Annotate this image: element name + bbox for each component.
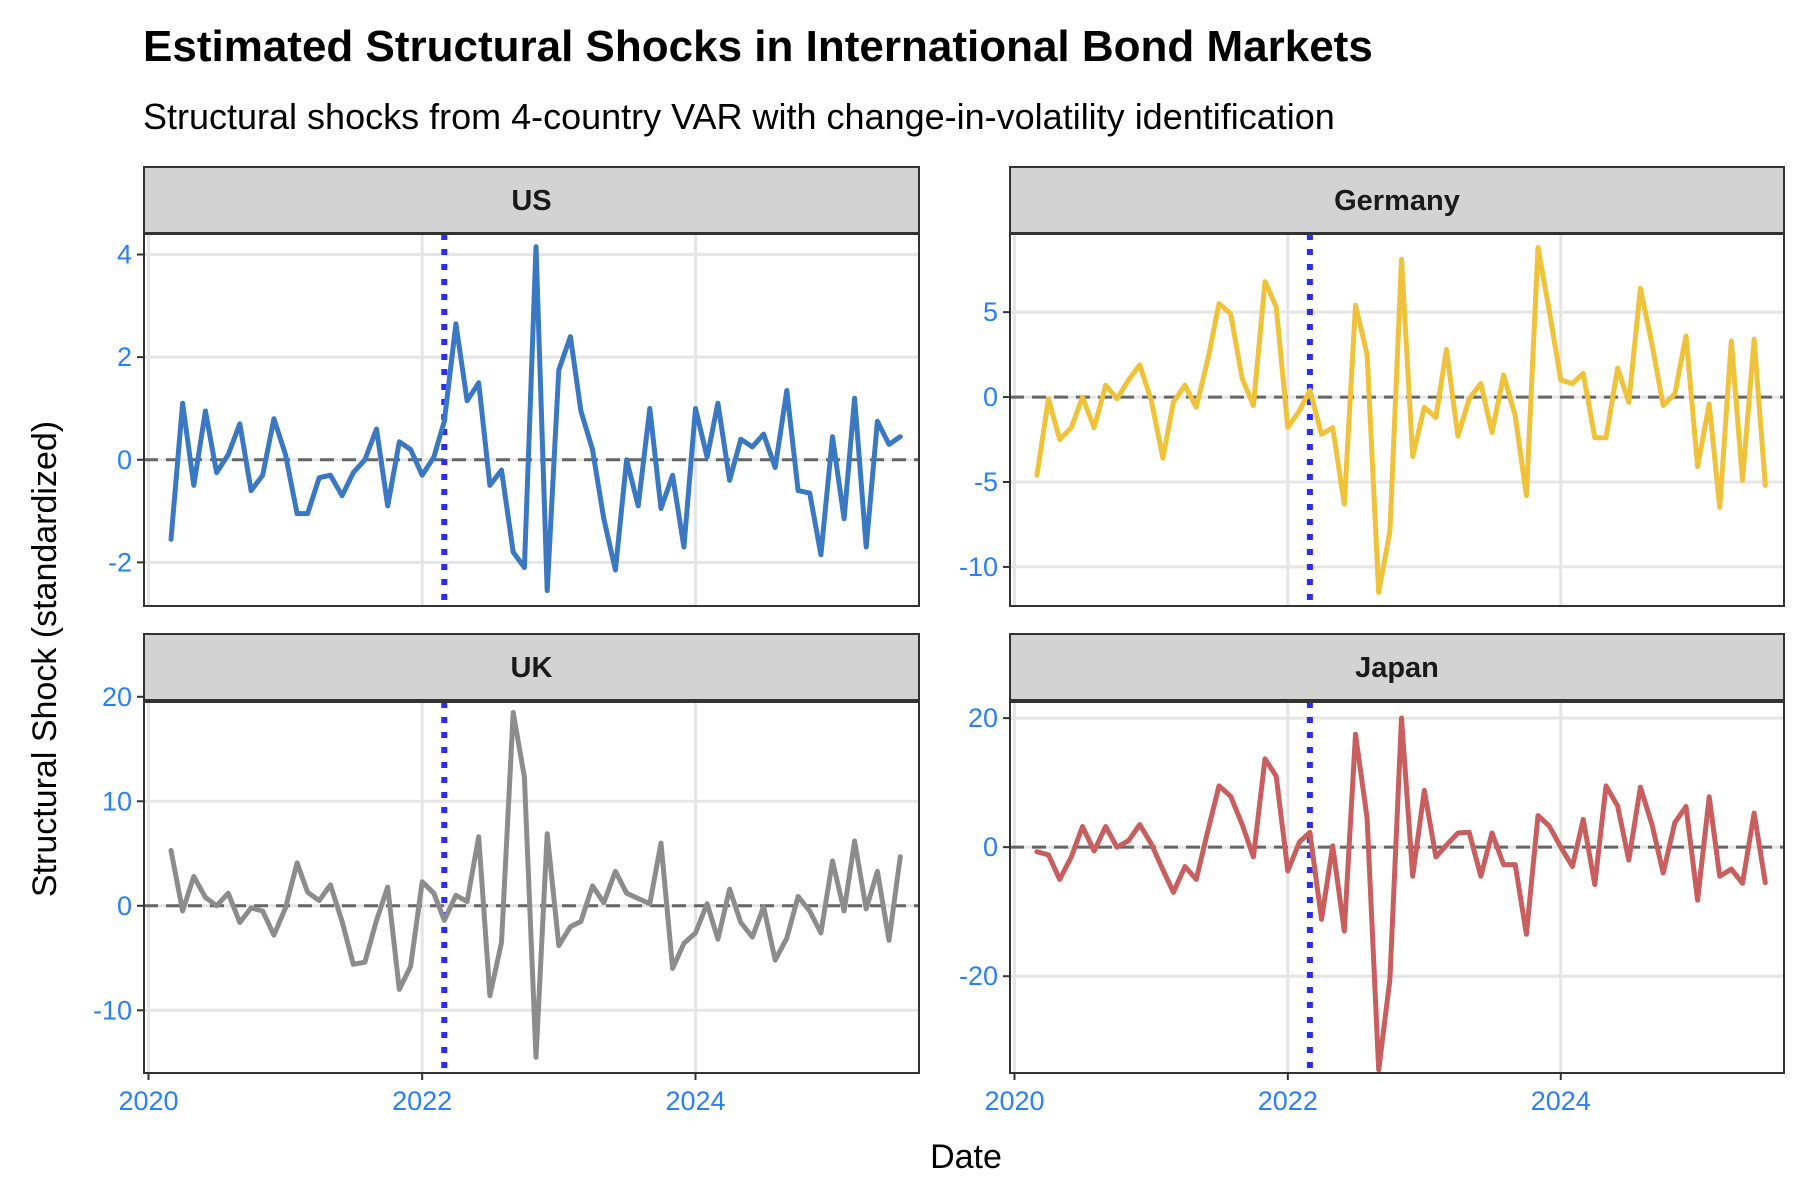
panel-border <box>1009 233 1785 607</box>
y-tick-label: -2 <box>108 547 132 577</box>
y-tick-label: -5 <box>974 467 998 497</box>
y-tick-label: 20 <box>102 682 132 712</box>
y-tick-label: -20 <box>959 961 998 991</box>
facet-us: US -2 0 2 4 <box>108 166 920 607</box>
x-tick-label: 2024 <box>665 1086 725 1116</box>
facet-strip <box>1009 633 1785 701</box>
facet-strip-label: Japan <box>1355 652 1439 684</box>
y-tick-label: 5 <box>983 297 998 327</box>
y-tick-label: 4 <box>117 240 132 270</box>
y-tick-label: 0 <box>117 445 132 475</box>
chart-title: Estimated Structural Shocks in Internati… <box>143 22 1373 71</box>
facet-strip <box>143 633 920 701</box>
y-tick-label: 2 <box>117 342 132 372</box>
y-tick-label: -10 <box>959 552 998 582</box>
y-tick-label: 0 <box>983 382 998 412</box>
facet-strip <box>143 166 920 234</box>
chart-subtitle: Structural shocks from 4-country VAR wit… <box>143 96 1335 137</box>
panel-border <box>143 701 920 1074</box>
y-tick-label: 0 <box>117 891 132 921</box>
y-tick-label: 20 <box>968 703 998 733</box>
x-tick-label: 2022 <box>1258 1086 1318 1116</box>
series-line-germany <box>1034 245 1768 595</box>
x-axis-title: Date <box>930 1138 1002 1176</box>
x-tick-label: 2024 <box>1531 1086 1591 1116</box>
panel-background <box>144 702 919 1073</box>
series-line-uk <box>168 710 903 1060</box>
panel-border <box>143 233 920 607</box>
facet-strip-label: UK <box>511 652 553 684</box>
y-tick-label: 0 <box>983 832 998 862</box>
panel-border <box>1009 701 1785 1074</box>
y-tick-label: -10 <box>93 995 132 1025</box>
x-tick-label: 2022 <box>392 1086 452 1116</box>
x-tick-label: 2020 <box>118 1086 178 1116</box>
facet-germany: Germany -10 -5 0 5 <box>959 166 1785 607</box>
series-line-japan <box>1034 715 1768 1073</box>
facet-strip-label: Germany <box>1334 185 1460 217</box>
series-line-us <box>168 244 903 594</box>
facet-strip-label: US <box>511 185 551 217</box>
y-tick-label: 10 <box>102 786 132 816</box>
panel-background <box>1010 702 1784 1073</box>
y-axis-title: Structural Shock (standardized) <box>26 421 64 897</box>
x-tick-label: 2020 <box>984 1086 1044 1116</box>
gridlines <box>144 702 919 1073</box>
